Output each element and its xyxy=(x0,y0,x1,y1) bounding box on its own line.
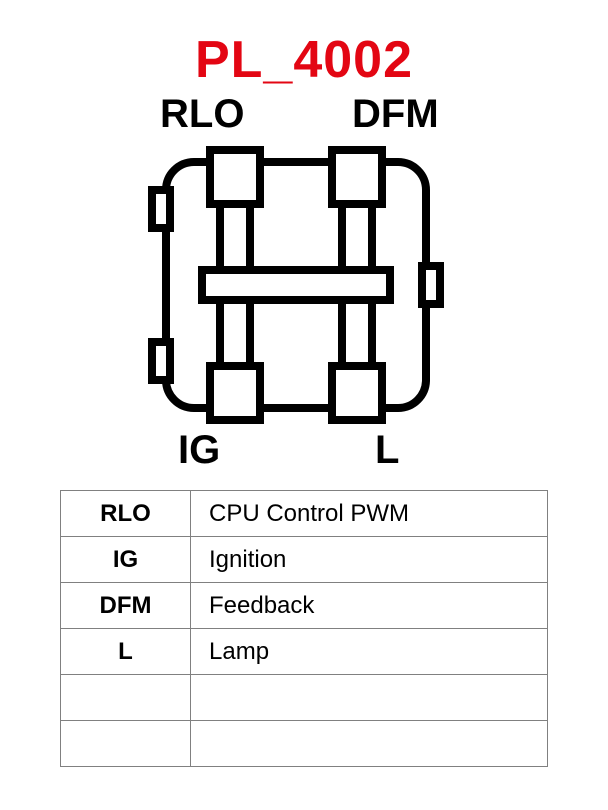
table-row xyxy=(61,675,548,721)
table-row: RLO CPU Control PWM xyxy=(61,491,548,537)
legend-desc xyxy=(191,721,548,767)
legend-desc: Lamp xyxy=(191,629,548,675)
legend-code: IG xyxy=(61,537,191,583)
legend-code: RLO xyxy=(61,491,191,537)
pin-label-ig: IG xyxy=(178,428,220,473)
table-row: IG Ignition xyxy=(61,537,548,583)
legend-code xyxy=(61,721,191,767)
legend-code: L xyxy=(61,629,191,675)
part-number-title: PL_4002 xyxy=(0,30,608,90)
pin-label-rlo: RLO xyxy=(160,92,244,137)
pin-label-l: L xyxy=(375,428,399,473)
legend-code: DFM xyxy=(61,583,191,629)
table-row xyxy=(61,721,548,767)
legend-desc: Ignition xyxy=(191,537,548,583)
legend-desc: CPU Control PWM xyxy=(191,491,548,537)
connector-svg xyxy=(146,142,446,428)
legend-desc xyxy=(191,675,548,721)
table-row: L Lamp xyxy=(61,629,548,675)
table-row: DFM Feedback xyxy=(61,583,548,629)
pin-legend-table: RLO CPU Control PWM IG Ignition DFM Feed… xyxy=(60,490,548,767)
legend-code xyxy=(61,675,191,721)
pin-label-dfm: DFM xyxy=(352,92,439,137)
connector-diagram: RLO DFM IG L xyxy=(130,92,478,472)
legend-desc: Feedback xyxy=(191,583,548,629)
